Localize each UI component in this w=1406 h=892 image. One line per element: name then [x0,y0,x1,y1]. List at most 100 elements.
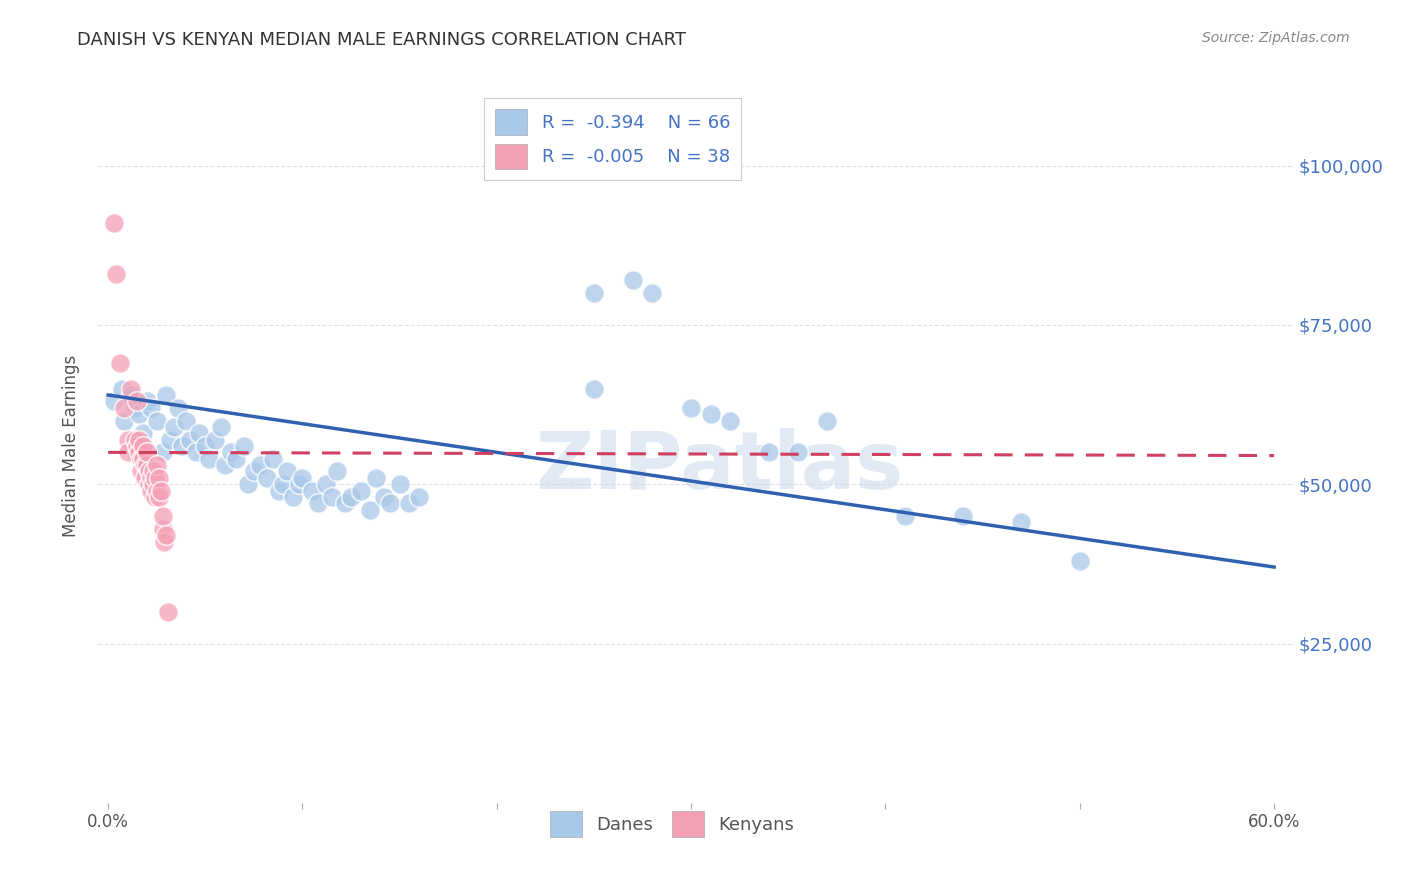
Point [129,465,152,479]
Point [1011,516,1033,530]
Point [112,413,135,427]
Point [233,439,256,453]
Point [155,388,177,402]
Point [143,490,166,504]
Point [127,439,149,453]
Point [152,445,174,459]
Point [340,490,363,504]
Point [111,382,134,396]
Point [108,356,131,370]
Text: DANISH VS KENYAN MEDIAN MALE EARNINGS CORRELATION CHART: DANISH VS KENYAN MEDIAN MALE EARNINGS CO… [77,31,686,49]
Point [718,413,741,427]
Point [128,433,150,447]
Point [179,433,201,447]
Text: ZIPatlas: ZIPatlas [536,428,904,507]
Point [582,286,605,301]
Point [952,509,974,524]
Point [132,439,155,453]
Point [174,413,197,427]
Point [214,458,236,472]
Point [124,433,146,447]
Point [408,490,430,504]
Point [276,465,298,479]
Point [159,433,181,447]
Point [366,471,388,485]
Point [256,471,278,485]
Point [209,420,232,434]
Point [136,394,159,409]
Point [787,445,810,459]
Point [127,394,149,409]
Point [149,483,172,498]
Point [198,451,221,466]
Point [148,471,170,485]
Point [271,477,294,491]
Point [104,267,127,281]
Point [378,496,401,510]
Point [894,509,917,524]
Point [350,483,373,498]
Point [157,605,180,619]
Point [142,465,165,479]
Point [124,401,146,415]
Point [287,477,309,491]
Point [321,490,343,504]
Point [167,401,190,415]
Point [103,216,125,230]
Point [139,401,162,415]
Point [132,426,155,441]
Point [269,483,291,498]
Point [128,407,150,421]
Point [170,439,193,453]
Point [143,471,166,485]
Point [134,458,156,472]
Point [236,477,259,491]
Point [582,382,605,396]
Point [301,483,323,498]
Point [117,433,139,447]
Point [359,502,381,516]
Point [291,471,314,485]
Point [112,401,135,415]
Point [681,401,703,415]
Point [103,394,125,409]
Point [142,477,165,491]
Point [117,445,139,459]
Point [249,458,271,472]
Point [132,451,155,466]
Point [262,451,284,466]
Point [153,534,176,549]
Point [129,451,152,466]
Point [152,509,174,524]
Point [225,451,247,466]
Point [136,458,159,472]
Point [194,439,217,453]
Point [1069,554,1091,568]
Point [139,471,162,485]
Point [148,490,170,504]
Point [219,445,242,459]
Point [128,445,150,459]
Point [145,413,167,427]
Point [136,445,159,459]
Point [152,522,174,536]
Point [155,528,177,542]
Point [134,471,156,485]
Point [243,465,266,479]
Point [641,286,664,301]
Point [373,490,395,504]
Point [335,496,357,510]
Text: Source: ZipAtlas.com: Source: ZipAtlas.com [1202,31,1350,45]
Point [621,273,644,287]
Point [388,477,411,491]
Point [120,382,142,396]
Point [204,433,226,447]
Point [145,483,167,498]
Point [398,496,420,510]
Point [138,477,160,491]
Point [815,413,838,427]
Point [184,445,207,459]
Point [138,465,160,479]
Point [120,388,142,402]
Point [758,445,780,459]
